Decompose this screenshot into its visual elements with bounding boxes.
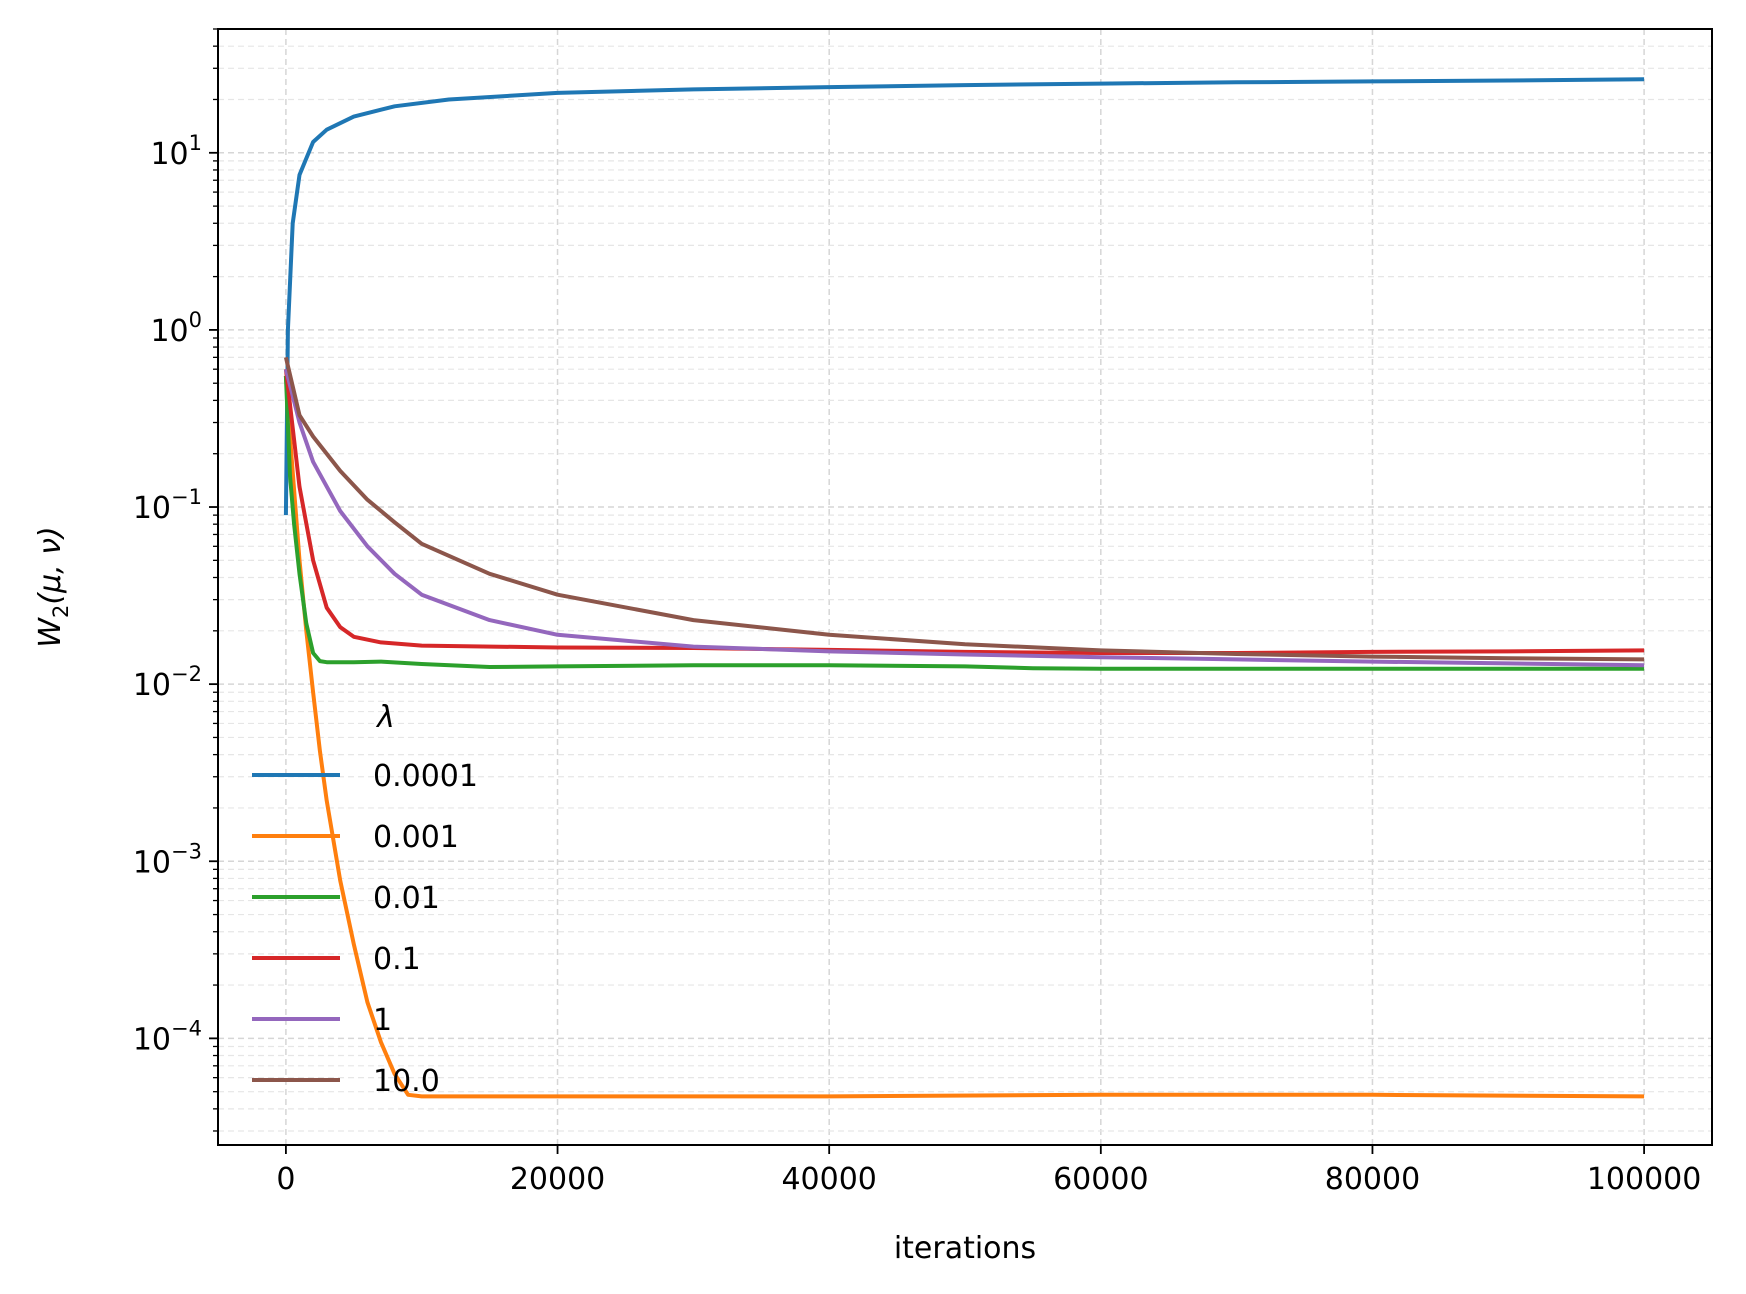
axes: 0 20000 40000 60000 80000 100000 10−4 10−3 10−2 1… — [33, 28, 1713, 1266]
x-axis-label: iterations — [894, 1231, 1036, 1266]
y-tick-label: 10−4 — [133, 1016, 202, 1057]
legend: λ 0.0001 0.001 0.01 0.1 1 10.0 — [252, 700, 478, 1099]
series-line-0.01 — [283, 375, 1645, 671]
legend-label-0.0001: 0.0001 — [373, 759, 478, 794]
series-line-0.001 — [283, 375, 1645, 1099]
grid-lines — [218, 28, 1712, 1145]
series-lines — [283, 77, 1645, 1099]
plot-frame — [217, 28, 1713, 1146]
y-tick-label: 100 — [150, 308, 202, 349]
legend-label-10.0: 10.0 — [373, 1064, 440, 1099]
y-tick-label: 10−1 — [133, 485, 202, 526]
y-axis-label: W2(μ, ν) — [33, 526, 73, 647]
series-line-1 — [283, 368, 1645, 668]
x-tick-label: 80000 — [1325, 1162, 1420, 1197]
y-tick-label: 10−3 — [133, 839, 202, 880]
x-tick-label: 100000 — [1587, 1162, 1702, 1197]
series-line-0.0001 — [283, 77, 1645, 516]
x-tick-label: 60000 — [1053, 1162, 1148, 1197]
legend-label-0.001: 0.001 — [373, 820, 459, 855]
x-tick-label: 20000 — [510, 1162, 605, 1197]
y-tick-label: 101 — [150, 131, 202, 172]
series-line-10.0 — [283, 356, 1645, 662]
legend-label-0.01: 0.01 — [373, 881, 440, 916]
y-tick-label: 10−2 — [133, 662, 202, 703]
series-line-0.1 — [283, 368, 1645, 655]
legend-title: λ — [375, 700, 395, 735]
x-tick-label: 0 — [276, 1162, 295, 1197]
x-tick-label: 40000 — [781, 1162, 876, 1197]
legend-label-0.1: 0.1 — [373, 942, 421, 977]
legend-label-1: 1 — [373, 1003, 392, 1038]
